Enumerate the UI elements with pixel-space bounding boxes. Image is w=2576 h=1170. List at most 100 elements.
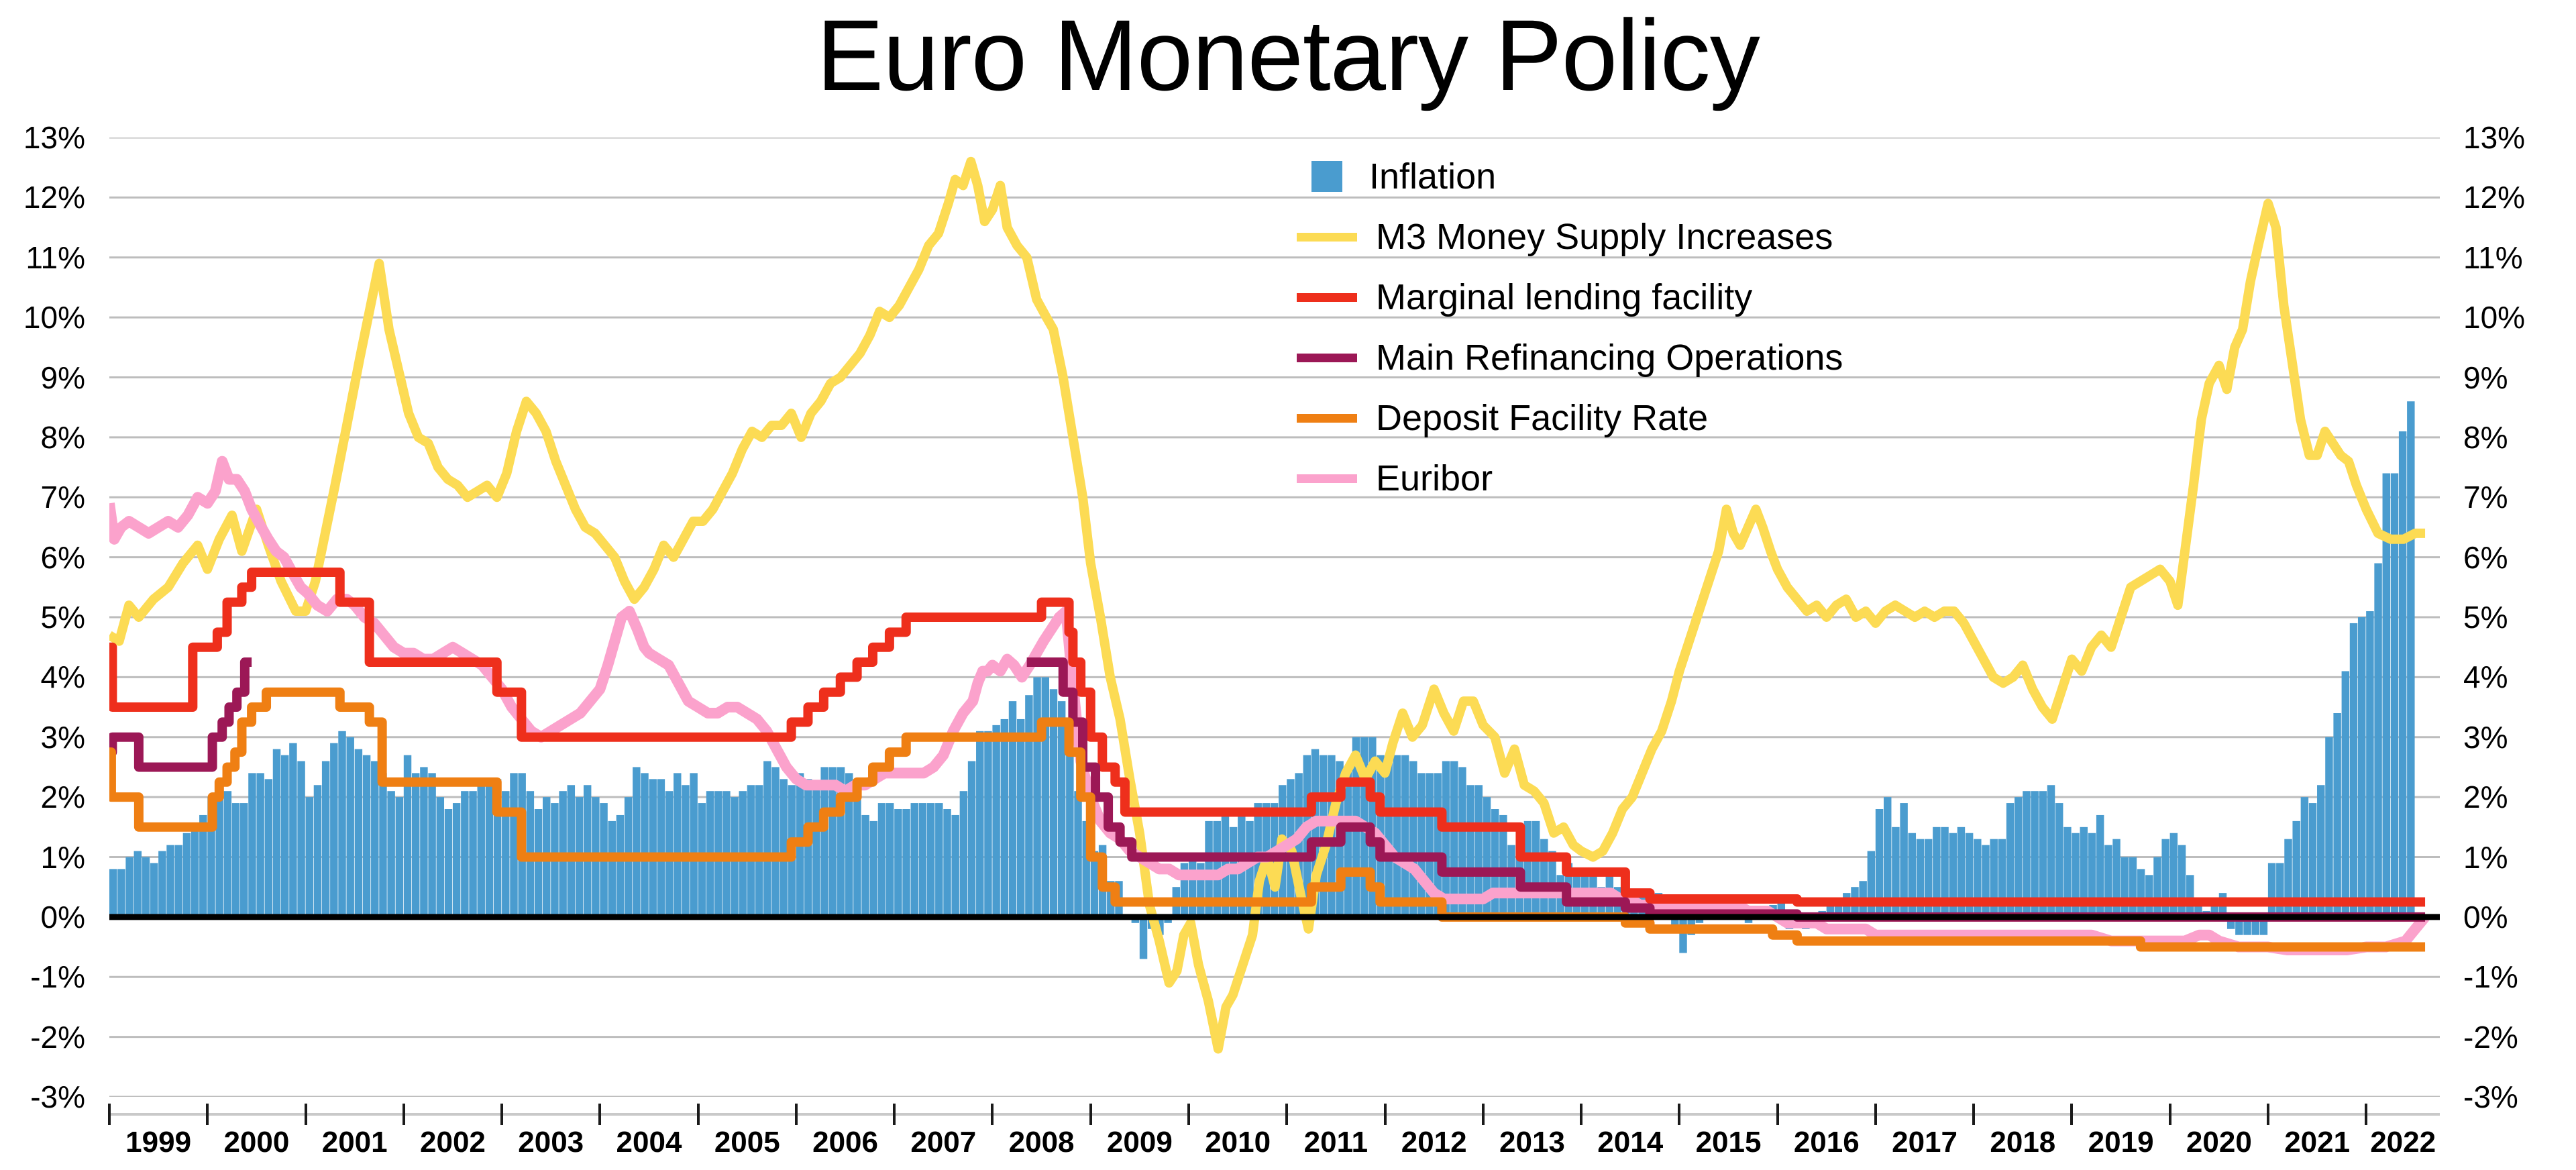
legend-item[interactable]: Inflation	[1311, 146, 1982, 207]
x-axis-tick-label: 2017	[1892, 1126, 1957, 1159]
page-title: Euro Monetary Policy	[816, 0, 1760, 111]
y-axis-tick-label: 10%	[2463, 300, 2526, 335]
x-axis-tick	[108, 1104, 111, 1125]
x-axis-tick	[1285, 1104, 1289, 1125]
m3-line	[109, 156, 2426, 1054]
marginal-lending-line	[109, 567, 2426, 907]
legend-square-swatch-icon	[1311, 161, 1342, 192]
legend-item[interactable]: Deposit Facility Rate	[1297, 388, 1982, 448]
y-axis-tick-label: -2%	[30, 1019, 85, 1055]
x-axis-tick-label: 2020	[2186, 1126, 2252, 1159]
y-axis-tick-label: 10%	[23, 300, 85, 335]
y-axis-tick-label: -3%	[30, 1079, 85, 1114]
y-axis-tick-label: 2%	[2463, 780, 2508, 815]
y-axis-tick-label: 11%	[25, 240, 85, 275]
legend-item[interactable]: Euribor	[1297, 448, 1982, 509]
x-axis-tick	[893, 1104, 896, 1125]
legend-item-label: M3 Money Supply Increases	[1376, 217, 1833, 257]
x-axis-tick-label: 2013	[1499, 1126, 1565, 1159]
y-axis-tick-label: 11%	[2463, 240, 2523, 275]
x-axis-tick-label: 2018	[1990, 1126, 2056, 1159]
y-axis-tick-label: 13%	[23, 120, 85, 155]
x-axis-tick	[2267, 1104, 2270, 1125]
legend-line-swatch-icon	[1297, 353, 1357, 362]
y-axis-tick-label: -1%	[30, 959, 85, 995]
x-axis-tick-label: 2011	[1303, 1126, 1368, 1159]
x-axis-tick	[794, 1104, 798, 1125]
x-axis-tick-label: 2016	[1793, 1126, 1860, 1159]
x-axis-tick	[991, 1104, 994, 1125]
legend-item[interactable]: Main Refinancing Operations	[1297, 327, 1982, 388]
x-axis-tick-label: 2008	[1008, 1126, 1075, 1159]
y-axis-tick-label: 7%	[2463, 480, 2508, 515]
x-axis-tick-label: 2004	[616, 1126, 682, 1159]
x-axis-tick	[206, 1104, 209, 1125]
x-axis-tick	[500, 1104, 504, 1125]
x-axis-tick-label: 2005	[714, 1126, 780, 1159]
x-axis-tick	[1874, 1104, 1877, 1125]
x-axis-tick-label: 2009	[1106, 1126, 1173, 1159]
y-axis-tick-label: 9%	[40, 360, 85, 395]
y-axis-tick-label: 5%	[40, 600, 85, 635]
x-axis-tick-label: 2010	[1205, 1126, 1271, 1159]
legend-line-swatch-icon	[1297, 413, 1357, 423]
x-axis-tick	[1089, 1104, 1092, 1125]
y-axis-tick-label: 7%	[40, 480, 85, 515]
x-axis-tick	[1481, 1104, 1485, 1125]
legend-item-label: Main Refinancing Operations	[1376, 337, 1843, 378]
y-axis-tick-label: -2%	[2463, 1019, 2518, 1055]
deposit-facility-line	[109, 687, 2426, 952]
mro-line-seg-0	[109, 657, 252, 772]
x-axis-tick	[2070, 1104, 2074, 1125]
y-axis-tick-label: 1%	[2463, 839, 2508, 875]
y-axis-tick-label: 5%	[2463, 600, 2508, 635]
legend-item[interactable]: M3 Money Supply Increases	[1297, 207, 1982, 267]
x-axis-tick-label: 2000	[223, 1126, 290, 1159]
legend-line-swatch-icon	[1297, 474, 1357, 483]
legend-item-label: Deposit Facility Rate	[1376, 398, 1709, 438]
legend-item-label: Euribor	[1376, 458, 1493, 498]
x-axis-tick-label: 1999	[125, 1126, 192, 1159]
x-axis-tick-label: 2012	[1401, 1126, 1467, 1159]
y-axis-tick-label: 8%	[40, 419, 85, 455]
x-axis-tick-label: 2019	[2088, 1126, 2154, 1159]
y-axis-tick-label: 0%	[40, 899, 85, 935]
y-axis-tick-label: -3%	[2463, 1079, 2518, 1114]
y-axis-tick-label: 9%	[2463, 360, 2508, 395]
y-axis-tick-label: 13%	[2463, 120, 2526, 155]
y-axis-tick-label: 8%	[2463, 419, 2508, 455]
y-axis-tick-label: -1%	[2463, 959, 2518, 995]
legend-item[interactable]: Marginal lending facility	[1297, 267, 1982, 327]
y-axis-tick-label: 6%	[2463, 539, 2508, 575]
x-axis-tick-label: 2006	[812, 1126, 878, 1159]
y-axis-tick-label: 0%	[2463, 899, 2508, 935]
x-axis-tick	[2168, 1104, 2171, 1125]
x-axis-tick-label: 2014	[1597, 1126, 1664, 1159]
x-axis-tick	[696, 1104, 700, 1125]
y-axis-tick-label: 6%	[40, 539, 85, 575]
x-axis-tick-label: 2002	[420, 1126, 486, 1159]
x-axis-tick	[1187, 1104, 1190, 1125]
y-axis-tick-label: 4%	[2463, 659, 2508, 695]
x-axis-tick-label: 2007	[910, 1126, 977, 1159]
x-axis-tick	[598, 1104, 602, 1125]
y-axis-tick-label: 3%	[40, 719, 85, 755]
y-axis-tick-label: 4%	[40, 659, 85, 695]
plot-area	[109, 138, 2440, 1097]
x-axis-tick	[2365, 1104, 2368, 1125]
x-axis-tick	[1776, 1104, 1779, 1125]
x-axis-tick-label: 2003	[518, 1126, 584, 1159]
legend-item-label: Marginal lending facility	[1376, 277, 1753, 317]
x-axis-tick	[1972, 1104, 1976, 1125]
legend-line-swatch-icon	[1297, 292, 1357, 302]
x-axis-tick	[1580, 1104, 1583, 1125]
x-axis-line	[109, 1113, 2440, 1116]
legend-line-swatch-icon	[1297, 232, 1357, 242]
x-axis-tick	[304, 1104, 307, 1125]
chart-svg	[109, 138, 2440, 1097]
x-axis-tick-label: 2022	[2370, 1126, 2436, 1159]
x-axis-tick	[1383, 1104, 1387, 1125]
x-axis-tick-label: 2021	[2284, 1126, 2351, 1159]
x-axis-tick	[402, 1104, 405, 1125]
y-axis-tick-label: 2%	[40, 780, 85, 815]
